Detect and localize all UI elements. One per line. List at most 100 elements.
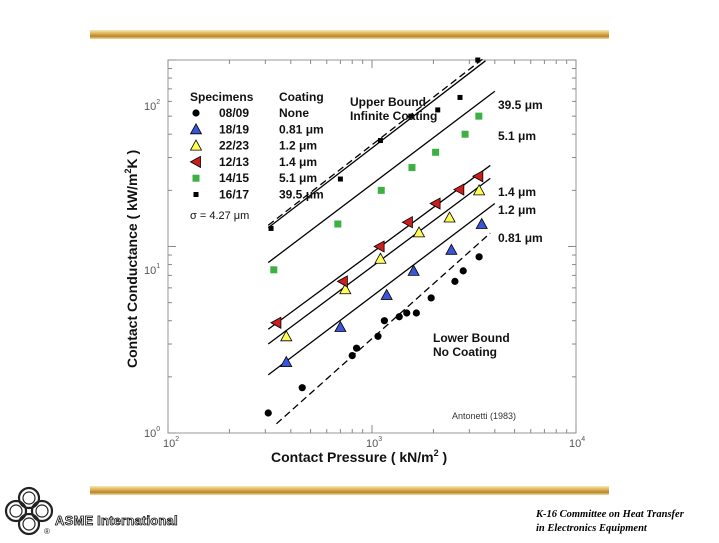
logo-registered-mark: ® — [44, 527, 50, 536]
fit-line-lower-bound — [275, 232, 491, 425]
legend-title-coating: Coating — [279, 90, 324, 104]
data-point-s1415 — [475, 112, 483, 120]
data-point-s1213 — [401, 216, 413, 229]
asme-logo: ® ASME International — [2, 484, 182, 538]
x-axis-tick-labels: 102 103 104 — [163, 436, 585, 450]
data-point-s1415 — [408, 164, 416, 172]
data-point-s2223 — [412, 226, 426, 238]
x-tick-label: 103 — [366, 436, 382, 450]
data-point-s1415 — [432, 148, 440, 156]
data-point-s0809 — [352, 344, 361, 352]
data-point-s1819 — [280, 355, 293, 367]
legend-specimens: 18/19 — [219, 122, 249, 136]
legend-coating: None — [279, 106, 309, 120]
data-point-s1213 — [373, 240, 385, 253]
data-point-s0809 — [451, 277, 459, 285]
legend-marker-18-19 — [189, 122, 203, 135]
legend-coating: 0.81 μm — [279, 122, 324, 136]
legend: Specimens Coating 08/09 None 18/19 0.81 μm 2… — [189, 90, 324, 222]
data-point-s0809 — [475, 253, 483, 261]
data-point-s1415 — [334, 220, 342, 228]
fit-line-5.1 — [267, 90, 496, 264]
data-point-s0809 — [403, 309, 411, 317]
fit-label-0-81: 0.81 μm — [498, 231, 543, 245]
credit-line-1: K-16 Committee on Heat Transfer — [536, 509, 684, 520]
data-point-s1213 — [471, 170, 484, 183]
axis-minor-ticks — [167, 59, 577, 434]
data-point-s0809 — [380, 317, 388, 325]
source-label: Antonetti (1983) — [452, 411, 516, 421]
y-axis-tick-labels: 100 101 102 — [144, 99, 160, 440]
data-point-s1617 — [457, 94, 463, 100]
legend-specimens: 12/13 — [219, 155, 249, 169]
data-point-s0809 — [298, 384, 306, 392]
data-point-s1819 — [475, 217, 488, 229]
data-point-s1213 — [453, 183, 465, 196]
data-point-s2223 — [443, 211, 456, 223]
x-tick-label: 104 — [569, 436, 585, 450]
data-point-s1819 — [334, 320, 347, 332]
data-point-s1617 — [475, 57, 481, 63]
legend-rows: 08/09 None 18/19 0.81 μm 22/23 1.2 μm 12/13 1.4… — [189, 106, 324, 202]
fit-label-1-4: 1.4 μm — [498, 185, 536, 199]
fit-label-39-5: 39.5 μm — [498, 98, 543, 112]
data-point-s1617 — [435, 107, 441, 113]
annotations: Upper Bound Infinite Coating 39.5 μm 5.1… — [350, 95, 543, 421]
fit-label-5-1: 5.1 μm — [498, 129, 536, 143]
asme-emblem-icon: ® ASME International — [4, 486, 178, 536]
bottom-decorative-bar — [90, 486, 609, 495]
data-point-s1213 — [270, 316, 282, 329]
data-point-s1617 — [377, 138, 383, 144]
fit-line-upper-bound — [267, 56, 486, 226]
y-axis-label: Contact Conductance ( kW/m2K ) — [123, 150, 140, 368]
upper-bound-label-2: Infinite Coating — [350, 109, 437, 123]
y-tick-label: 102 — [144, 99, 160, 113]
legend-marker-12-13 — [189, 155, 201, 169]
fit-label-1-2: 1.2 μm — [498, 203, 536, 217]
y-tick-label: 101 — [144, 263, 160, 277]
data-point-s0809 — [264, 409, 272, 417]
data-point-s1819 — [445, 243, 458, 255]
data-point-s1819 — [407, 264, 420, 276]
legend-title-specimens: Specimens — [190, 90, 254, 104]
x-tick-label: 102 — [163, 436, 179, 450]
committee-credit: K-16 Committee on Heat Transfer in Elect… — [536, 508, 719, 536]
data-point-s1415 — [270, 266, 278, 274]
data-markers — [264, 57, 488, 417]
data-point-s1213 — [429, 197, 441, 210]
data-point-s2223 — [472, 184, 486, 196]
credit-line-2: in Electronics Equipment — [536, 523, 647, 534]
legend-sigma: σ = 4.27 μm — [190, 210, 249, 222]
data-point-s0809 — [348, 352, 356, 360]
upper-bound-label: Upper Bound — [350, 95, 426, 109]
legend-specimens: 22/23 — [219, 139, 249, 153]
legend-specimens: 16/17 — [219, 188, 249, 202]
top-decorative-bar — [90, 30, 609, 39]
data-point-s0809 — [427, 294, 435, 302]
data-point-s1213 — [336, 275, 348, 288]
data-point-s0809 — [374, 332, 382, 340]
data-point-s0809 — [412, 309, 420, 317]
data-point-s1617 — [268, 225, 274, 231]
legend-coating: 1.4 μm — [279, 155, 317, 169]
data-point-s0809 — [395, 313, 403, 321]
data-point-s2223 — [280, 329, 293, 342]
legend-specimens: 08/09 — [219, 106, 249, 120]
data-point-s1415 — [377, 186, 385, 194]
legend-marker-16-17 — [193, 192, 199, 197]
y-tick-label: 100 — [144, 426, 160, 440]
fit-line-39.5 — [267, 60, 486, 229]
lower-bound-label-2: No Coating — [433, 345, 497, 359]
legend-coating: 1.2 μm — [279, 139, 317, 153]
legend-marker-14-15 — [192, 174, 200, 182]
data-point-s1819 — [380, 288, 393, 300]
data-point-s2223 — [339, 282, 352, 295]
data-point-s2223 — [374, 252, 387, 264]
data-point-s1617 — [408, 113, 414, 119]
fit-line-0.81 — [267, 203, 496, 376]
legend-coating: 5.1 μm — [279, 171, 317, 185]
data-point-s1415 — [461, 130, 469, 138]
legend-coating: 39.5 μm — [279, 188, 324, 202]
fit-lines — [267, 56, 496, 425]
